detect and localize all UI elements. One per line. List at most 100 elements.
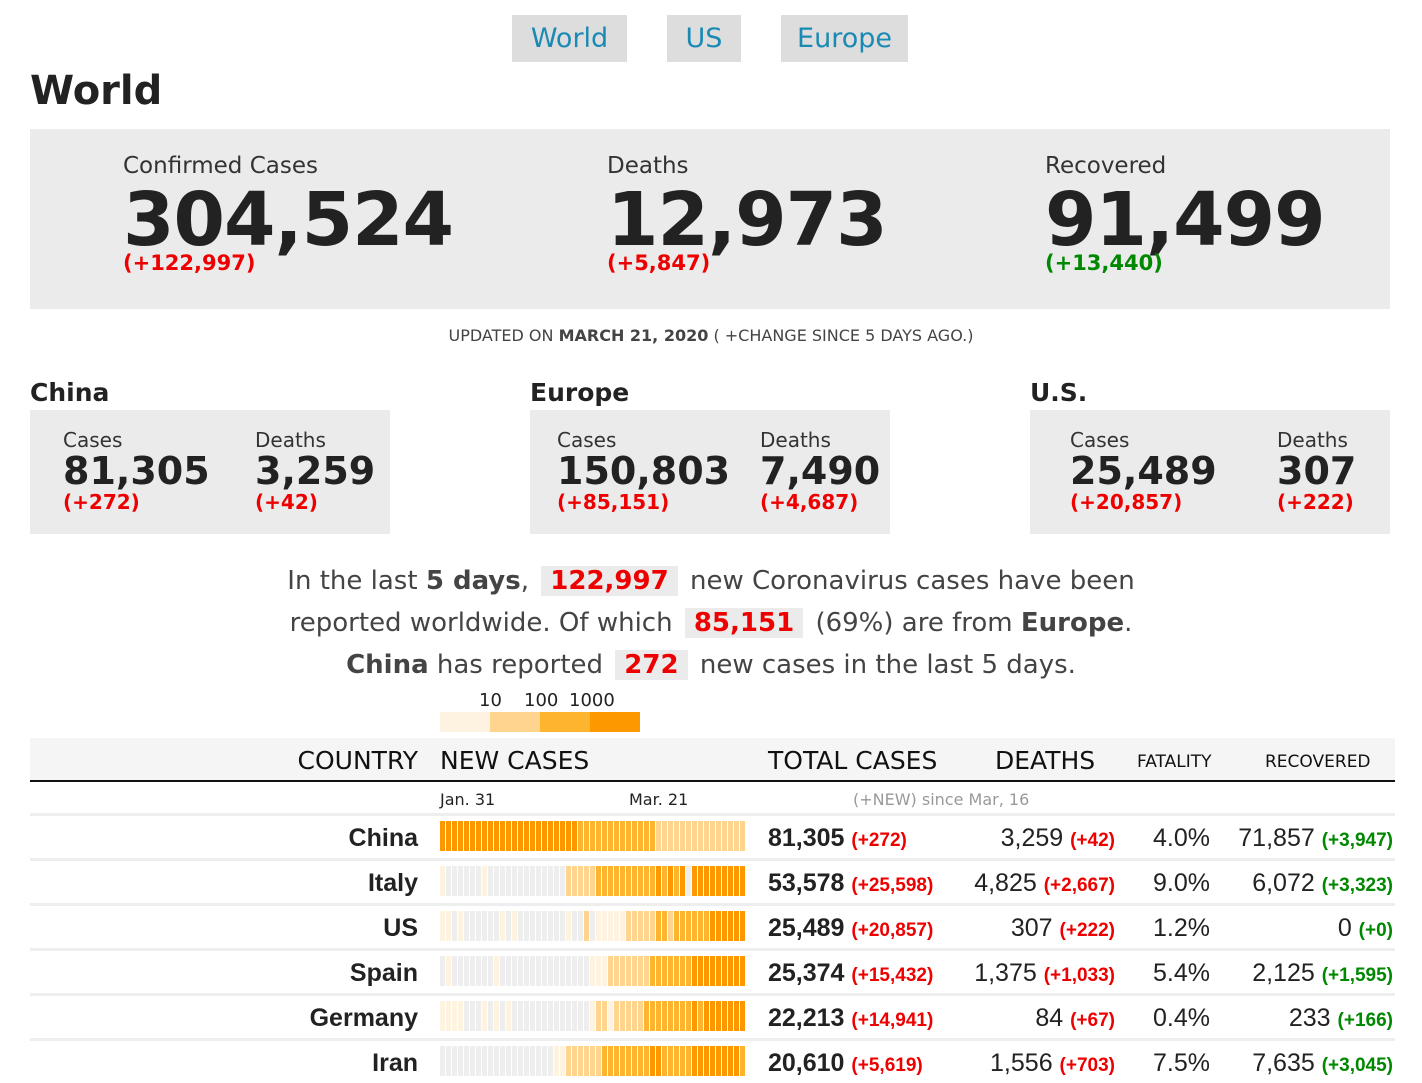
day-cell <box>482 911 487 941</box>
header-recovered[interactable]: RECOVERED <box>1265 752 1371 772</box>
day-cell <box>476 866 481 896</box>
deaths: 307 <box>1010 914 1053 942</box>
text: In the last <box>287 566 426 596</box>
day-cell <box>674 1001 679 1031</box>
header-total-cases[interactable]: TOTAL CASES <box>768 746 938 775</box>
total-cases: 81,305 <box>768 824 845 852</box>
day-cell <box>740 821 745 851</box>
table-header: COUNTRY NEW CASES TOTAL CASES DEATHS FAT… <box>30 738 1395 782</box>
day-cell <box>542 956 547 986</box>
day-cell <box>512 956 517 986</box>
day-cell <box>608 1046 613 1076</box>
day-cell <box>686 1046 691 1076</box>
cases-label: Cases <box>557 428 617 452</box>
day-cell <box>482 956 487 986</box>
day-cell <box>650 866 655 896</box>
day-cell <box>578 821 583 851</box>
nav-us[interactable]: US <box>667 15 741 62</box>
day-cell <box>704 956 709 986</box>
day-cell <box>692 956 697 986</box>
day-cell <box>668 866 673 896</box>
cases-change: (+85,151) <box>557 490 670 514</box>
country-name[interactable]: Iran <box>372 1049 418 1077</box>
day-cell <box>536 911 541 941</box>
country-name[interactable]: China <box>348 824 418 852</box>
day-cell <box>494 821 499 851</box>
day-cell <box>656 821 661 851</box>
country-name[interactable]: Germany <box>309 1004 418 1032</box>
country-name[interactable]: Italy <box>367 869 418 897</box>
header-new-cases[interactable]: NEW CASES <box>440 746 590 775</box>
day-cell <box>662 866 667 896</box>
day-cell <box>494 1001 499 1031</box>
cases-change: (+272) <box>63 490 140 514</box>
highlight-new-cases: 122,997 <box>541 566 678 596</box>
day-cell <box>566 911 571 941</box>
new-cases-heatmap <box>440 1046 746 1076</box>
day-cell <box>698 1046 703 1076</box>
total-new: (+14,941) <box>851 1010 934 1031</box>
day-cell <box>710 1046 715 1076</box>
day-cell <box>722 911 727 941</box>
day-cell <box>500 956 505 986</box>
day-cell <box>614 956 619 986</box>
total-new: (+20,857) <box>851 920 934 941</box>
day-cell <box>656 1046 661 1076</box>
day-cell <box>524 1046 529 1076</box>
table-row[interactable]: Spain 25,374 (+15,432) 1,375 (+1,033) 5.… <box>30 948 1395 993</box>
header-fatality[interactable]: FATALITY <box>1137 752 1212 772</box>
day-cell <box>524 1001 529 1031</box>
day-cell <box>524 911 529 941</box>
day-cell <box>620 956 625 986</box>
day-cell <box>734 1046 739 1076</box>
total-cases: 20,610 <box>768 1049 845 1077</box>
day-cell <box>698 956 703 986</box>
day-cell <box>554 821 559 851</box>
day-cell <box>536 1046 541 1076</box>
nav-europe[interactable]: Europe <box>781 15 908 62</box>
day-cell <box>590 1046 595 1076</box>
deaths-change: (+42) <box>255 490 318 514</box>
day-cell <box>548 1001 553 1031</box>
country-name[interactable]: Spain <box>349 959 418 987</box>
day-cell <box>722 821 727 851</box>
nav-world[interactable]: World <box>512 15 627 62</box>
day-cell <box>560 1046 565 1076</box>
day-cell <box>728 1001 733 1031</box>
deaths-new: (+67) <box>1070 1010 1115 1031</box>
confirmed-label: Confirmed Cases <box>123 153 318 179</box>
cases-value: 81,305 <box>63 449 210 493</box>
day-cell <box>656 866 661 896</box>
region-us: U.S. Cases 25,489 (+20,857) Deaths 307 (+222… <box>1030 378 1390 534</box>
day-cell <box>584 866 589 896</box>
deaths-new: (+222) <box>1059 920 1115 941</box>
country-name[interactable]: US <box>383 914 418 942</box>
day-cell <box>488 821 493 851</box>
day-cell <box>722 866 727 896</box>
table-row[interactable]: US 25,489 (+20,857) 307 (+222) 1.2% 0 (+… <box>30 903 1395 948</box>
day-cell <box>686 821 691 851</box>
day-cell <box>554 866 559 896</box>
recovered: 7,635 <box>1252 1049 1315 1077</box>
header-deaths[interactable]: DEATHS <box>995 746 1096 775</box>
deaths-label: Deaths <box>1277 428 1348 452</box>
header-country[interactable]: COUNTRY <box>297 746 418 775</box>
day-cell <box>680 911 685 941</box>
day-cell <box>440 821 445 851</box>
day-cell <box>488 1046 493 1076</box>
day-cell <box>626 911 631 941</box>
table-row[interactable]: Italy 53,578 (+25,598) 4,825 (+2,667) 9.… <box>30 858 1395 903</box>
day-cell <box>596 1001 601 1031</box>
table-row[interactable]: China 81,305 (+272) 3,259 (+42) 4.0% 71,… <box>30 813 1395 858</box>
day-cell <box>458 866 463 896</box>
recovered-label: Recovered <box>1045 153 1167 179</box>
day-cell <box>722 956 727 986</box>
day-cell <box>740 911 745 941</box>
table-row[interactable]: Germany 22,213 (+14,941) 84 (+67) 0.4% 2… <box>30 993 1395 1038</box>
day-cell <box>500 1046 505 1076</box>
day-cell <box>476 1001 481 1031</box>
updated-date: MARCH 21, 2020 <box>558 326 709 345</box>
day-cell <box>614 821 619 851</box>
day-cell <box>680 821 685 851</box>
table-row[interactable]: Iran 20,610 (+5,619) 1,556 (+703) 7.5% 7… <box>30 1038 1395 1083</box>
